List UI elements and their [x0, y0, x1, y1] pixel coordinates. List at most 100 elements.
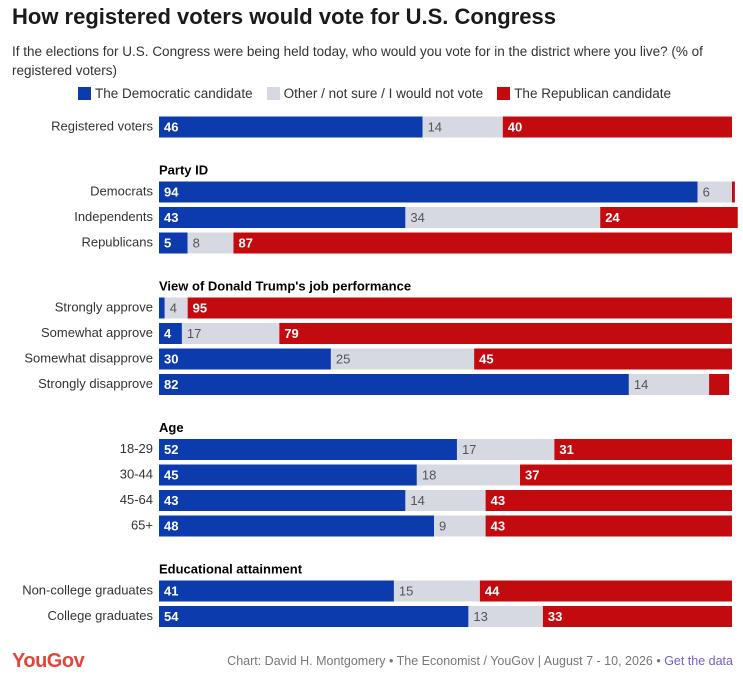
bar-segment — [519, 464, 732, 486]
legend: The Democratic candidate Other / not sure… — [78, 86, 671, 101]
value-label: 95 — [193, 300, 207, 315]
legend-swatch — [78, 87, 91, 100]
bar-segment — [159, 232, 188, 254]
value-label: 34 — [410, 210, 424, 225]
bar-segment — [485, 515, 732, 537]
value-label: 17 — [187, 326, 201, 341]
bar-segment — [187, 297, 732, 319]
bar-segment — [434, 515, 486, 537]
bar-segment — [600, 207, 738, 228]
bar-segment — [159, 297, 165, 319]
value-label: 43 — [491, 518, 505, 533]
chart-title: How registered voters would vote for U.S… — [12, 4, 556, 29]
row-label: Strongly disapprove — [38, 376, 153, 391]
credit: Chart: David H. Montgomery • The Economi… — [227, 654, 661, 668]
bar-segment — [732, 181, 735, 203]
value-label: 94 — [164, 184, 179, 199]
bar-segment — [628, 374, 710, 395]
bar-segment — [279, 323, 732, 344]
value-label: 24 — [605, 210, 620, 225]
legend-label: The Republican candidate — [514, 86, 672, 101]
row-label: Registered voters — [51, 118, 153, 133]
value-label: 14 — [634, 377, 648, 392]
value-label: 87 — [238, 235, 252, 250]
logo: YouGov — [12, 650, 85, 672]
bar-segment — [159, 181, 698, 203]
bar-segment — [709, 374, 730, 395]
row-label: College graduates — [47, 608, 153, 623]
bar-segment — [159, 323, 182, 344]
row-label: Independents — [74, 209, 153, 224]
row-label: Non-college graduates — [22, 582, 153, 597]
value-label: 43 — [164, 493, 178, 508]
legend-label: Other / not sure / I would not vote — [283, 86, 484, 101]
bar-segment — [422, 116, 503, 138]
value-label: 14 — [410, 493, 424, 508]
legend-item: The Democratic candidate — [78, 86, 253, 101]
bar-segment — [416, 464, 520, 486]
bar-segment — [159, 606, 469, 627]
legend-item: The Republican candidate — [497, 86, 671, 101]
value-label: 44 — [485, 583, 500, 598]
value-label: 18 — [422, 467, 436, 482]
bar-segment — [159, 439, 457, 460]
bar-segment — [405, 490, 486, 511]
value-label: 30 — [164, 351, 178, 366]
value-label: 43 — [491, 493, 505, 508]
value-label: 6 — [703, 184, 710, 199]
row-label: Somewhat approve — [41, 325, 153, 340]
bar-segment — [456, 439, 555, 460]
bar-segment — [159, 374, 629, 395]
legend-label: The Democratic candidate — [95, 86, 253, 101]
value-label: 45 — [479, 351, 493, 366]
value-label: 48 — [164, 518, 178, 533]
bar-segment — [181, 323, 280, 344]
row-label: 65+ — [131, 517, 153, 532]
value-label: 13 — [473, 609, 487, 624]
bar-segment — [474, 348, 732, 370]
row-label: Somewhat disapprove — [24, 350, 153, 365]
bar-segment — [187, 232, 234, 254]
bar-segment — [159, 348, 331, 370]
data-link[interactable]: Get the data — [664, 654, 733, 668]
value-label: 43 — [164, 210, 178, 225]
group-title: Party ID — [159, 162, 208, 177]
group-title: View of Donald Trump's job performance — [159, 278, 411, 293]
legend-swatch — [497, 87, 511, 100]
value-label: 9 — [439, 518, 446, 533]
row-label: Strongly approve — [55, 299, 153, 314]
value-label: 82 — [164, 377, 178, 392]
value-label: 8 — [193, 235, 200, 250]
bar-segment — [164, 297, 188, 319]
bar-segment — [393, 580, 480, 602]
value-label: 14 — [428, 119, 442, 134]
row-label: Republicans — [81, 234, 153, 249]
bar-segment — [330, 348, 475, 370]
bar-segment — [159, 116, 423, 138]
footer: Chart: David H. Montgomery • The Economi… — [227, 654, 733, 668]
bar-segment — [405, 207, 601, 228]
value-label: 25 — [336, 351, 350, 366]
value-label: 4 — [164, 326, 172, 341]
value-label: 46 — [164, 119, 178, 134]
value-label: 40 — [508, 119, 522, 134]
value-label: 31 — [559, 442, 573, 457]
value-label: 41 — [164, 583, 178, 598]
bar-segment — [485, 490, 732, 511]
row-label: Democrats — [90, 183, 153, 198]
bar-segment — [502, 116, 732, 138]
value-label: 37 — [525, 467, 539, 482]
value-label: 79 — [284, 326, 298, 341]
value-label: 4 — [170, 300, 177, 315]
legend-item: Other / not sure / I would not vote — [266, 86, 484, 101]
group-title: Age — [159, 420, 184, 435]
row-label: 45-64 — [120, 492, 153, 507]
bar-segment — [697, 181, 732, 203]
bar-segment — [479, 580, 732, 602]
bar-segment — [554, 439, 732, 460]
bar-segment — [159, 490, 406, 511]
legend-swatch — [266, 87, 280, 100]
value-label: 45 — [164, 467, 178, 482]
